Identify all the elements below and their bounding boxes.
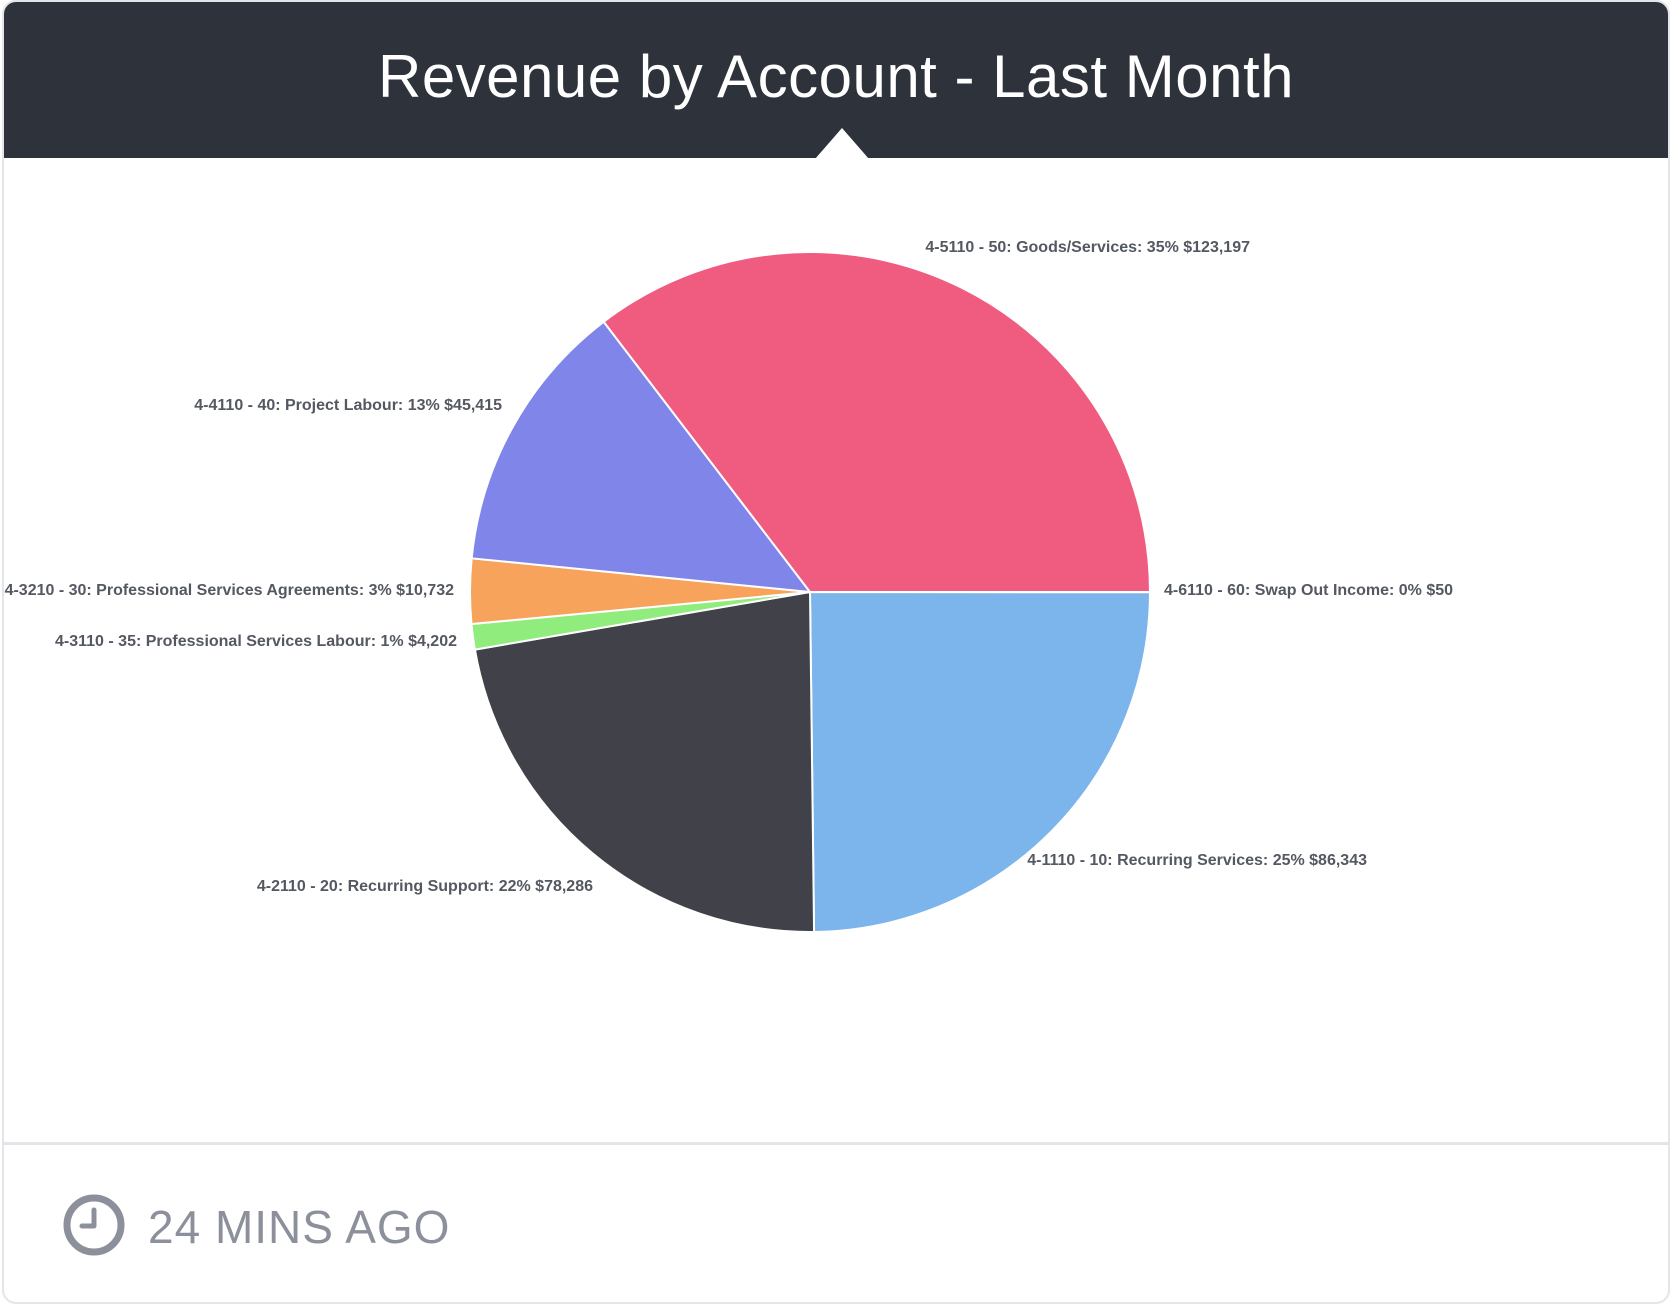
- widget-header: Revenue by Account - Last Month: [4, 2, 1668, 159]
- pie-chart: 4-5110 - 50: Goods/Services: 35% $123,19…: [5, 239, 1453, 933]
- data-label: 4-5110 - 50: Goods/Services: 35% $123,19…: [925, 239, 1250, 256]
- data-label: 4-4110 - 40: Project Labour: 13% $45,415: [194, 397, 502, 414]
- data-label: 4-6110 - 60: Swap Out Income: 0% $50: [1164, 582, 1453, 599]
- last-updated-text: 24 MINS AGO: [148, 1201, 451, 1253]
- data-label: 4-1110 - 10: Recurring Services: 25% $86…: [1027, 852, 1367, 869]
- data-label: 4-2110 - 20: Recurring Support: 22% $78,…: [257, 878, 593, 895]
- pie-slice-4-1110-10-recurring-services[interactable]: [809, 591, 1151, 933]
- pie-slice-4-4110-40-project-labour[interactable]: [470, 320, 811, 593]
- pie-slice-4-5110-50-goods-services[interactable]: [602, 251, 1151, 593]
- chart-area: 4-5110 - 50: Goods/Services: 35% $123,19…: [4, 158, 1668, 1142]
- clock-icon: [63, 1194, 125, 1256]
- header-pointer: [815, 128, 869, 159]
- widget-footer: 24 MINS AGO: [4, 1145, 1668, 1302]
- footer-divider: [4, 1142, 1668, 1145]
- data-label: 4-3110 - 35: Professional Services Labou…: [55, 633, 457, 650]
- pie-slice-4-2110-20-recurring-support[interactable]: [473, 591, 816, 933]
- data-label: 4-3210 - 30: Professional Services Agree…: [5, 582, 455, 599]
- widget-title: Revenue by Account - Last Month: [377, 42, 1295, 110]
